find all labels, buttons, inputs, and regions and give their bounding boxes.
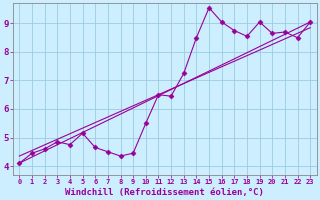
X-axis label: Windchill (Refroidissement éolien,°C): Windchill (Refroidissement éolien,°C) (65, 188, 264, 197)
